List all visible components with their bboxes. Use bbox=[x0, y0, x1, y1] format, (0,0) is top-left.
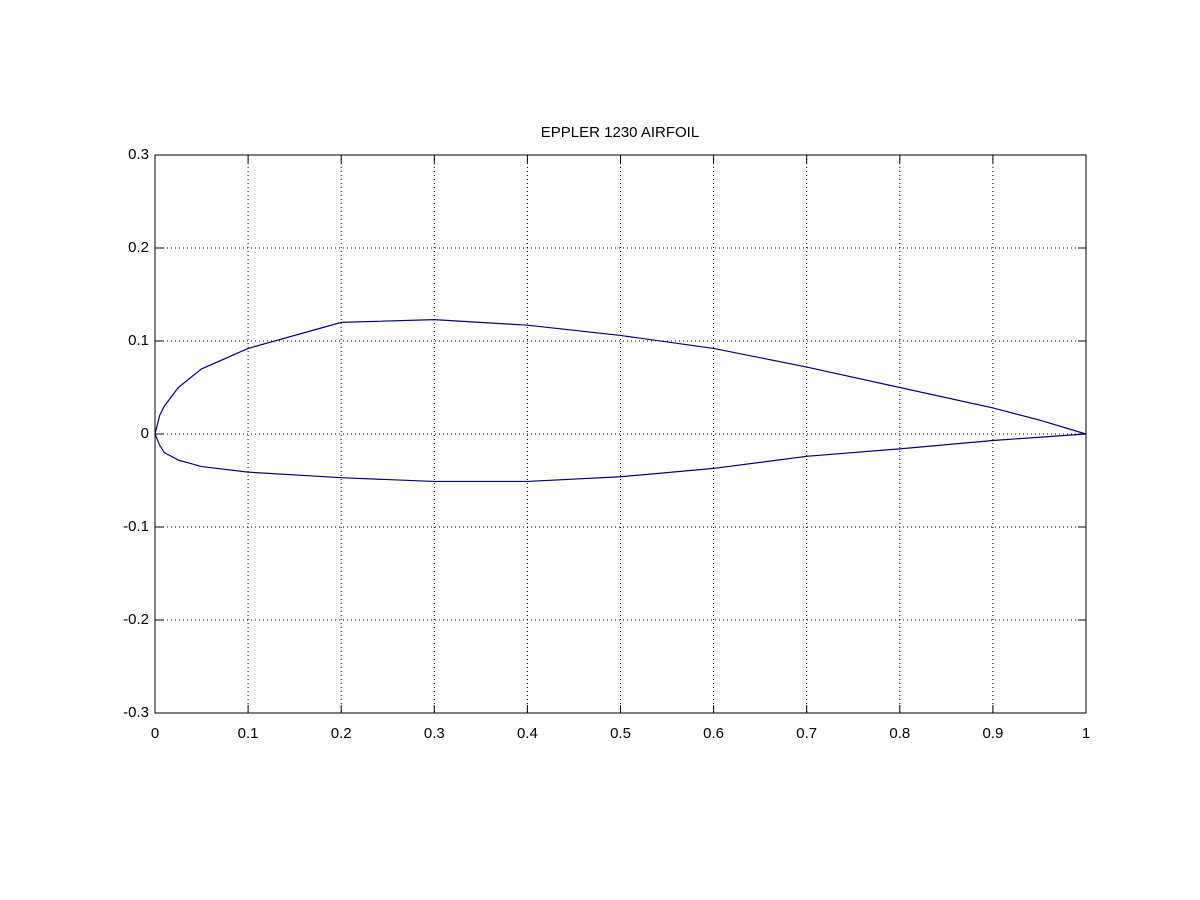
x-tick-label: 0.1 bbox=[238, 725, 259, 742]
airfoil-line bbox=[154, 319, 1087, 483]
y-tick-label: 0.2 bbox=[128, 239, 149, 256]
x-tick-label: 0.8 bbox=[889, 725, 910, 742]
x-tick-label: 0 bbox=[151, 725, 159, 742]
x-tick-label: 0.6 bbox=[703, 725, 724, 742]
x-tick-label: 0.2 bbox=[331, 725, 352, 742]
y-tick-label: -0.2 bbox=[123, 611, 149, 628]
y-tick-label: 0.3 bbox=[128, 146, 149, 163]
x-tick-label: 0.9 bbox=[982, 725, 1003, 742]
chart-title: EPPLER 1230 AIRFOIL bbox=[541, 124, 699, 141]
y-tick-label: 0.1 bbox=[128, 332, 149, 349]
x-tick-label: 1 bbox=[1082, 725, 1090, 742]
plot-frame bbox=[154, 154, 1087, 714]
x-tick-label: 0.5 bbox=[610, 725, 631, 742]
x-tick-label: 0.7 bbox=[796, 725, 817, 742]
x-tick-label: 0.4 bbox=[517, 725, 538, 742]
y-tick-label: -0.1 bbox=[123, 518, 149, 535]
x-tick-label: 0.3 bbox=[424, 725, 445, 742]
y-tick-label: -0.3 bbox=[123, 704, 149, 721]
y-tick-label: 0 bbox=[141, 425, 149, 442]
